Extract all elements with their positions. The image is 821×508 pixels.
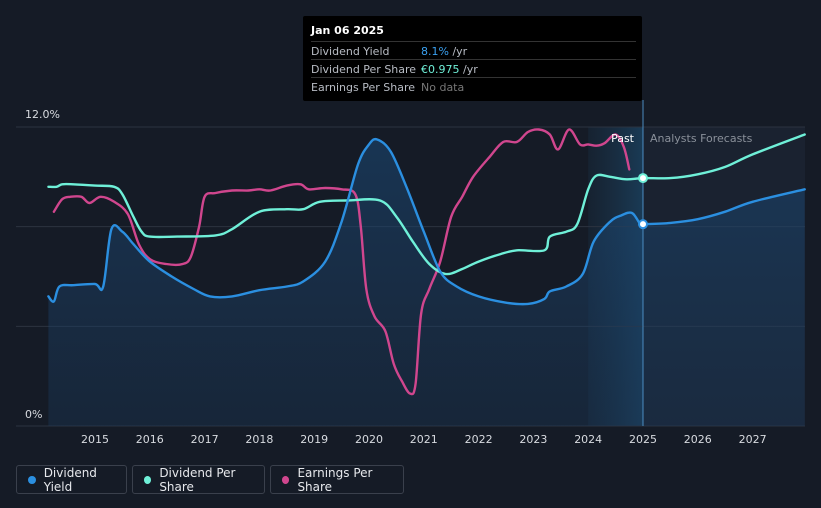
tooltip-unit: /yr: [448, 45, 468, 58]
x-tick-label: 2026: [684, 433, 712, 446]
series-line-earnings-per-share: [52, 128, 631, 396]
tooltip-unit: /yr: [459, 63, 478, 76]
x-axis-ticks: 2015 2016 2017 2018 2019 2020 2021 2022 2023 2024…: [81, 433, 767, 446]
legend-label: Dividend Yield: [43, 465, 97, 494]
legend-label: Dividend Per Share: [159, 465, 236, 494]
legend-dividend-yield[interactable]: Dividend Yield: [16, 465, 127, 494]
legend-dot-icon: [282, 475, 290, 484]
tooltip-row-dividend-per-share: Dividend Per Share €0.975 /yr: [311, 59, 636, 76]
series-line-dividend-per-share: [47, 133, 806, 276]
y-label-bottom: 0%: [25, 408, 42, 421]
tooltip-value: No data: [421, 81, 465, 94]
legend-dividend-per-share[interactable]: Dividend Per Share: [132, 465, 265, 494]
x-tick-label: 2018: [245, 433, 273, 446]
x-tick-label: 2019: [300, 433, 328, 446]
series-line-dividend-yield: [47, 137, 806, 306]
tooltip-label: Earnings Per Share: [311, 81, 416, 94]
past-label: Past: [611, 132, 635, 145]
series-markers: [638, 173, 648, 230]
x-tick-label: 2016: [136, 433, 164, 446]
tooltip-label: Dividend Per Share: [311, 63, 417, 76]
tooltip: Jan 06 2025 Dividend Yield 8.1% /yr Divi…: [303, 16, 642, 101]
legend-earnings-per-share[interactable]: Earnings Per Share: [270, 465, 404, 494]
forecast-label: Analysts Forecasts: [650, 132, 753, 145]
x-tick-label: 2023: [519, 433, 547, 446]
tooltip-value: 8.1%: [421, 45, 449, 58]
x-tick-label: 2015: [81, 433, 109, 446]
x-tick-label: 2020: [355, 433, 383, 446]
legend-dot-icon: [28, 475, 36, 484]
marker-dividend-per-share: [638, 173, 648, 184]
tooltip-label: Dividend Yield: [311, 45, 390, 58]
tooltip-row-dividend-yield: Dividend Yield 8.1% /yr: [311, 41, 636, 58]
x-tick-label: 2017: [191, 433, 219, 446]
dividend-yield-area: [48, 139, 805, 426]
x-tick-label: 2025: [629, 433, 657, 446]
tooltip-row-earnings-per-share: Earnings Per Share No data: [311, 77, 636, 94]
legend-dot-icon: [144, 475, 152, 484]
x-tick-label: 2022: [465, 433, 493, 446]
marker-dividend-yield: [638, 219, 648, 230]
x-tick-label: 2021: [410, 433, 438, 446]
x-tick-label: 2027: [739, 433, 767, 446]
tooltip-date: Jan 06 2025: [311, 24, 384, 37]
series-lines: [47, 128, 806, 396]
y-label-top: 12.0%: [25, 108, 60, 121]
legend-label: Earnings Per Share: [297, 465, 373, 494]
tooltip-value: €0.975: [421, 63, 460, 76]
x-tick-label: 2024: [574, 433, 602, 446]
